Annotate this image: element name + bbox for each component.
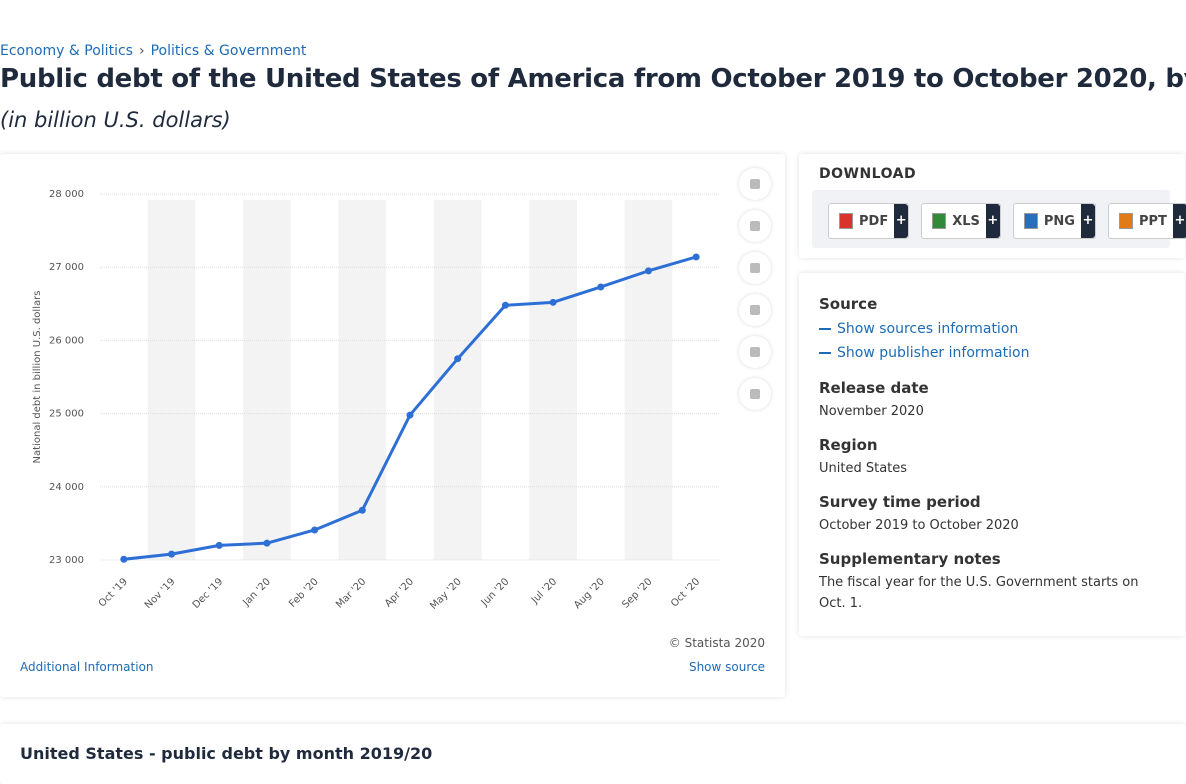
x-tick-label: Jun '20 [479,576,512,609]
y-tick-label: 24 000 [49,482,84,493]
format-label: PNG [1043,213,1075,229]
x-tick-label: Nov '19 [143,576,178,611]
x-tick-label: Aug '20 [572,576,607,611]
plus-badge: + [1172,204,1186,238]
data-point [406,411,414,419]
info-value: October 2019 to October 2020 [819,518,1019,533]
copyright: © Statista 2020 [668,636,765,650]
column-band [243,200,291,560]
info-label: Release date [819,379,929,397]
download-card: DOWNLOAD PDF + XLS + PNG + PPT + [799,154,1186,258]
related-card: United States - public debt by month 201… [0,724,1186,784]
data-point [454,355,462,363]
data-point [501,301,509,309]
separator: › [138,43,145,59]
download-button[interactable]: XLS + [921,203,1001,239]
format-label: PPT [1138,213,1167,229]
cite-button[interactable] [739,336,771,368]
info-label: Region [819,436,878,454]
data-point [358,506,366,514]
breadcrumb-link[interactable]: Politics & Government [150,43,307,59]
format-label: XLS [952,213,980,229]
column-band [338,200,387,560]
y-axis-label: National debt in billion U.S. dollars [32,291,43,464]
column-band [624,200,673,560]
data-point [549,298,557,306]
data-point [644,267,652,275]
y-tick-label: 25 000 [49,409,84,420]
settings-button[interactable] [739,252,771,284]
plus-badge: + [894,204,909,238]
y-tick-label: 26 000 [49,335,84,346]
page-title: Public debt of the United States of Amer… [0,64,1186,94]
download-heading: DOWNLOAD [819,166,917,182]
data-point [215,541,223,549]
file-icon [839,213,853,229]
x-tick-label: Jul '20 [529,576,559,606]
info-link[interactable]: Show publisher information [819,341,1164,365]
x-tick-label: Apr '20 [383,576,416,609]
download-formats: PDF + XLS + PNG + PPT + [812,190,1186,248]
chart-card: 23 000 24 000 25 000 26 000 27 000 28 000 Nati… [0,154,785,697]
info-list: Source Show sources information Show publi… [819,295,1164,628]
x-tick-label: Sep '20 [620,576,654,610]
info-card: Source Show sources information Show publi… [799,273,1185,636]
file-icon [1118,213,1133,229]
x-tick-label: Mar '20 [334,576,368,610]
info-value: The fiscal year for the U.S. Government … [819,575,1139,611]
data-point [263,539,271,547]
info-label: Source [819,295,878,313]
x-tick-label: Feb '20 [287,576,320,609]
info-links: Show sources information Show publisher i… [819,317,1164,365]
show-source-link[interactable]: Show source [688,660,765,674]
y-tick-label: 23 000 [49,555,84,566]
data-point [311,526,319,534]
alert-button[interactable] [739,210,771,242]
share-button[interactable] [739,294,771,326]
related-title: United States - public debt by month 201… [20,744,433,763]
info-value: United States [819,461,908,476]
x-tick-label: Dec '19 [191,576,226,611]
data-point [120,555,128,563]
additional-info-link[interactable]: Additional Information [20,660,154,674]
x-tick-label: Jan '20 [240,576,273,609]
x-tick-label: Oct '19 [97,576,130,609]
info-value: November 2020 [819,404,924,419]
info-label: Supplementary notes [819,550,1001,568]
breadcrumb: Economy & Politics › Politics & Government [0,43,306,59]
info-link[interactable]: Show sources information [819,317,1164,341]
print-button[interactable] [739,378,771,410]
column-band [433,200,482,560]
chart: 23 000 24 000 25 000 26 000 27 000 28 000 Nati… [32,189,720,612]
page-subtitle: (in billion U.S. dollars) [0,108,231,132]
info-label: Survey time period [819,493,981,511]
column-band [147,200,196,560]
file-icon [932,213,947,229]
data-line [123,255,697,561]
page: Economy & Politics › Politics & Government… [0,0,1186,760]
plus-badge: + [985,204,1000,238]
x-tick-label: Oct '20 [669,576,702,609]
download-button[interactable]: PPT + [1107,203,1186,239]
column-band [529,200,577,560]
download-button[interactable]: PDF + [828,203,910,239]
y-tick-label: 28 000 [49,189,84,200]
data-point [597,283,605,291]
plus-badge: + [1080,204,1095,238]
y-tick-label: 27 000 [49,262,84,273]
file-icon [1023,213,1038,229]
breadcrumb-link[interactable]: Economy & Politics [0,43,133,59]
format-label: PDF [859,213,889,229]
favorite-button[interactable] [739,168,771,200]
data-point [692,253,700,261]
x-tick-label: May '20 [428,576,464,612]
download-button[interactable]: PNG + [1012,203,1096,239]
data-point [168,550,176,558]
